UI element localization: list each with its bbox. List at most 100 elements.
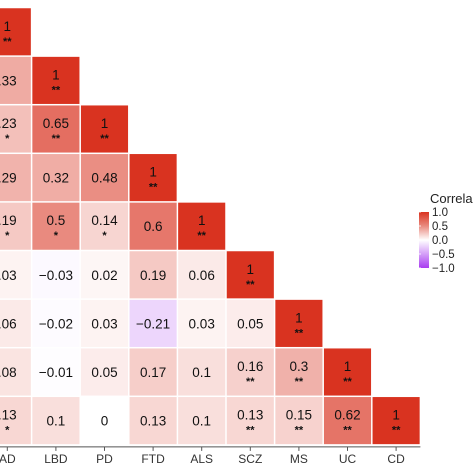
heatmap-cell: [32, 154, 80, 202]
cell-value-label: 1: [247, 262, 255, 277]
heatmap-cell: [0, 397, 31, 445]
cell-value-label: .19: [0, 213, 17, 228]
heatmap-cell: [178, 299, 226, 347]
cell-significance-label: **: [295, 327, 304, 339]
cell-value-label: 0.17: [140, 365, 166, 380]
heatmap-cell: [32, 397, 80, 445]
heatmap-cell: [275, 299, 323, 347]
heatmap-cell: [80, 299, 129, 347]
cell-value-label: 0.16: [237, 359, 263, 374]
heatmap-cell: [129, 397, 177, 445]
cell-value-label: .29: [0, 171, 17, 186]
cell-value-label: 0.65: [43, 116, 69, 131]
cell-significance-label: **: [197, 230, 206, 242]
heatmap-cell: [32, 202, 80, 250]
cell-significance-label: **: [100, 133, 109, 145]
legend-colorbar: [419, 212, 429, 268]
cell-value-label: 1: [295, 310, 303, 325]
x-tick-label: UC: [339, 452, 357, 466]
x-tick-label: FTD: [141, 452, 165, 466]
cell-value-label: 1: [149, 165, 157, 180]
heatmap-cell: [275, 397, 323, 445]
cell-value-label: 0.1: [47, 414, 66, 429]
heatmap-cell: [129, 251, 177, 299]
heatmap-cell: [226, 348, 274, 396]
heatmap-cell: [178, 348, 226, 396]
x-axis: AD LBD PD FTD ALS SCZ MS UC CD: [0, 446, 421, 466]
heatmap-cell: [80, 348, 129, 396]
heatmap-cell: [32, 348, 80, 396]
heatmap-cell: [372, 397, 420, 445]
heatmap-cell: [32, 251, 80, 299]
cell-significance-label: **: [3, 36, 12, 48]
cell-value-label: −0.01: [39, 365, 73, 380]
heatmap-cell: [129, 299, 177, 347]
cell-significance-label: **: [295, 425, 304, 437]
cell-significance-label: *: [54, 230, 59, 242]
cell-significance-label: **: [295, 376, 304, 388]
cell-value-label: 0.05: [91, 365, 117, 380]
x-tick-label: CD: [387, 452, 405, 466]
cell-labels: 1**.331**.23*0.65**1**.290.320.481**.19*…: [0, 19, 401, 437]
cell-significance-label: *: [102, 230, 107, 242]
cell-value-label: 1: [101, 116, 109, 131]
heatmap-cell: [0, 251, 31, 299]
cell-value-label: 1: [344, 359, 352, 374]
heatmap-cell: [80, 202, 129, 250]
cell-significance-label: **: [149, 182, 158, 194]
x-tick-label: LBD: [44, 452, 68, 466]
heatmap-cell: [226, 251, 274, 299]
legend-tick-label: 1.0: [432, 207, 448, 219]
cell-value-label: 0.3: [290, 359, 309, 374]
cell-value-label: −0.03: [39, 268, 73, 283]
cell-value-label: 0: [101, 414, 109, 429]
cell-value-label: 0.03: [91, 316, 117, 331]
heatmap-cell: [275, 348, 323, 396]
cell-value-label: 0.06: [189, 268, 215, 283]
cell-value-label: 0.32: [43, 171, 69, 186]
heatmap-cell: [323, 397, 372, 445]
heatmap-cell: [32, 105, 80, 153]
cell-value-label: 1: [4, 19, 12, 34]
heatmap-cell: [0, 56, 31, 104]
legend-title: Correla: [430, 191, 473, 206]
cell-value-label: 0.13: [237, 408, 263, 423]
heatmap-cell: [0, 348, 31, 396]
heatmap-cell: [0, 202, 31, 250]
cell-significance-label: *: [5, 230, 10, 242]
cell-value-label: 0.1: [192, 365, 211, 380]
heatmap-cell: [129, 348, 177, 396]
cell-value-label: 1: [52, 67, 60, 82]
cell-value-label: 0.6: [144, 219, 163, 234]
heatmap-cell: [80, 251, 129, 299]
cell-value-label: .33: [0, 73, 17, 88]
cell-value-label: 0.19: [140, 268, 166, 283]
cell-value-label: 0.15: [286, 408, 312, 423]
cell-value-label: 0.02: [91, 268, 117, 283]
cell-value-label: 0.48: [91, 171, 117, 186]
legend-tick-label: −0.5: [432, 249, 455, 261]
cell-significance-label: **: [392, 425, 401, 437]
legend-tick-label: 0.5: [432, 221, 448, 233]
x-tick-label: PD: [96, 452, 113, 466]
heatmap-cell: [80, 105, 129, 153]
heatmap-cell: [323, 348, 372, 396]
heatmap-cell: [80, 154, 129, 202]
heatmap-cell: [80, 397, 129, 445]
cell-value-label: −0.02: [39, 316, 73, 331]
cell-significance-label: **: [343, 425, 352, 437]
cell-value-label: 0.62: [334, 408, 360, 423]
heatmap-cell: [0, 105, 31, 153]
cell-value-label: 0.13: [140, 414, 166, 429]
legend-tick-label: 0.0: [432, 235, 448, 247]
heatmap-cell: [178, 202, 226, 250]
cell-significance-label: **: [246, 376, 255, 388]
x-tick-label: AD: [0, 452, 16, 466]
cell-significance-label: **: [246, 279, 255, 291]
heatmap-cell: [0, 299, 31, 347]
x-tick-label: SCZ: [238, 452, 262, 466]
cell-significance-label: **: [52, 133, 61, 145]
heatmap-cell: [178, 251, 226, 299]
cell-value-label: 0.05: [237, 316, 263, 331]
